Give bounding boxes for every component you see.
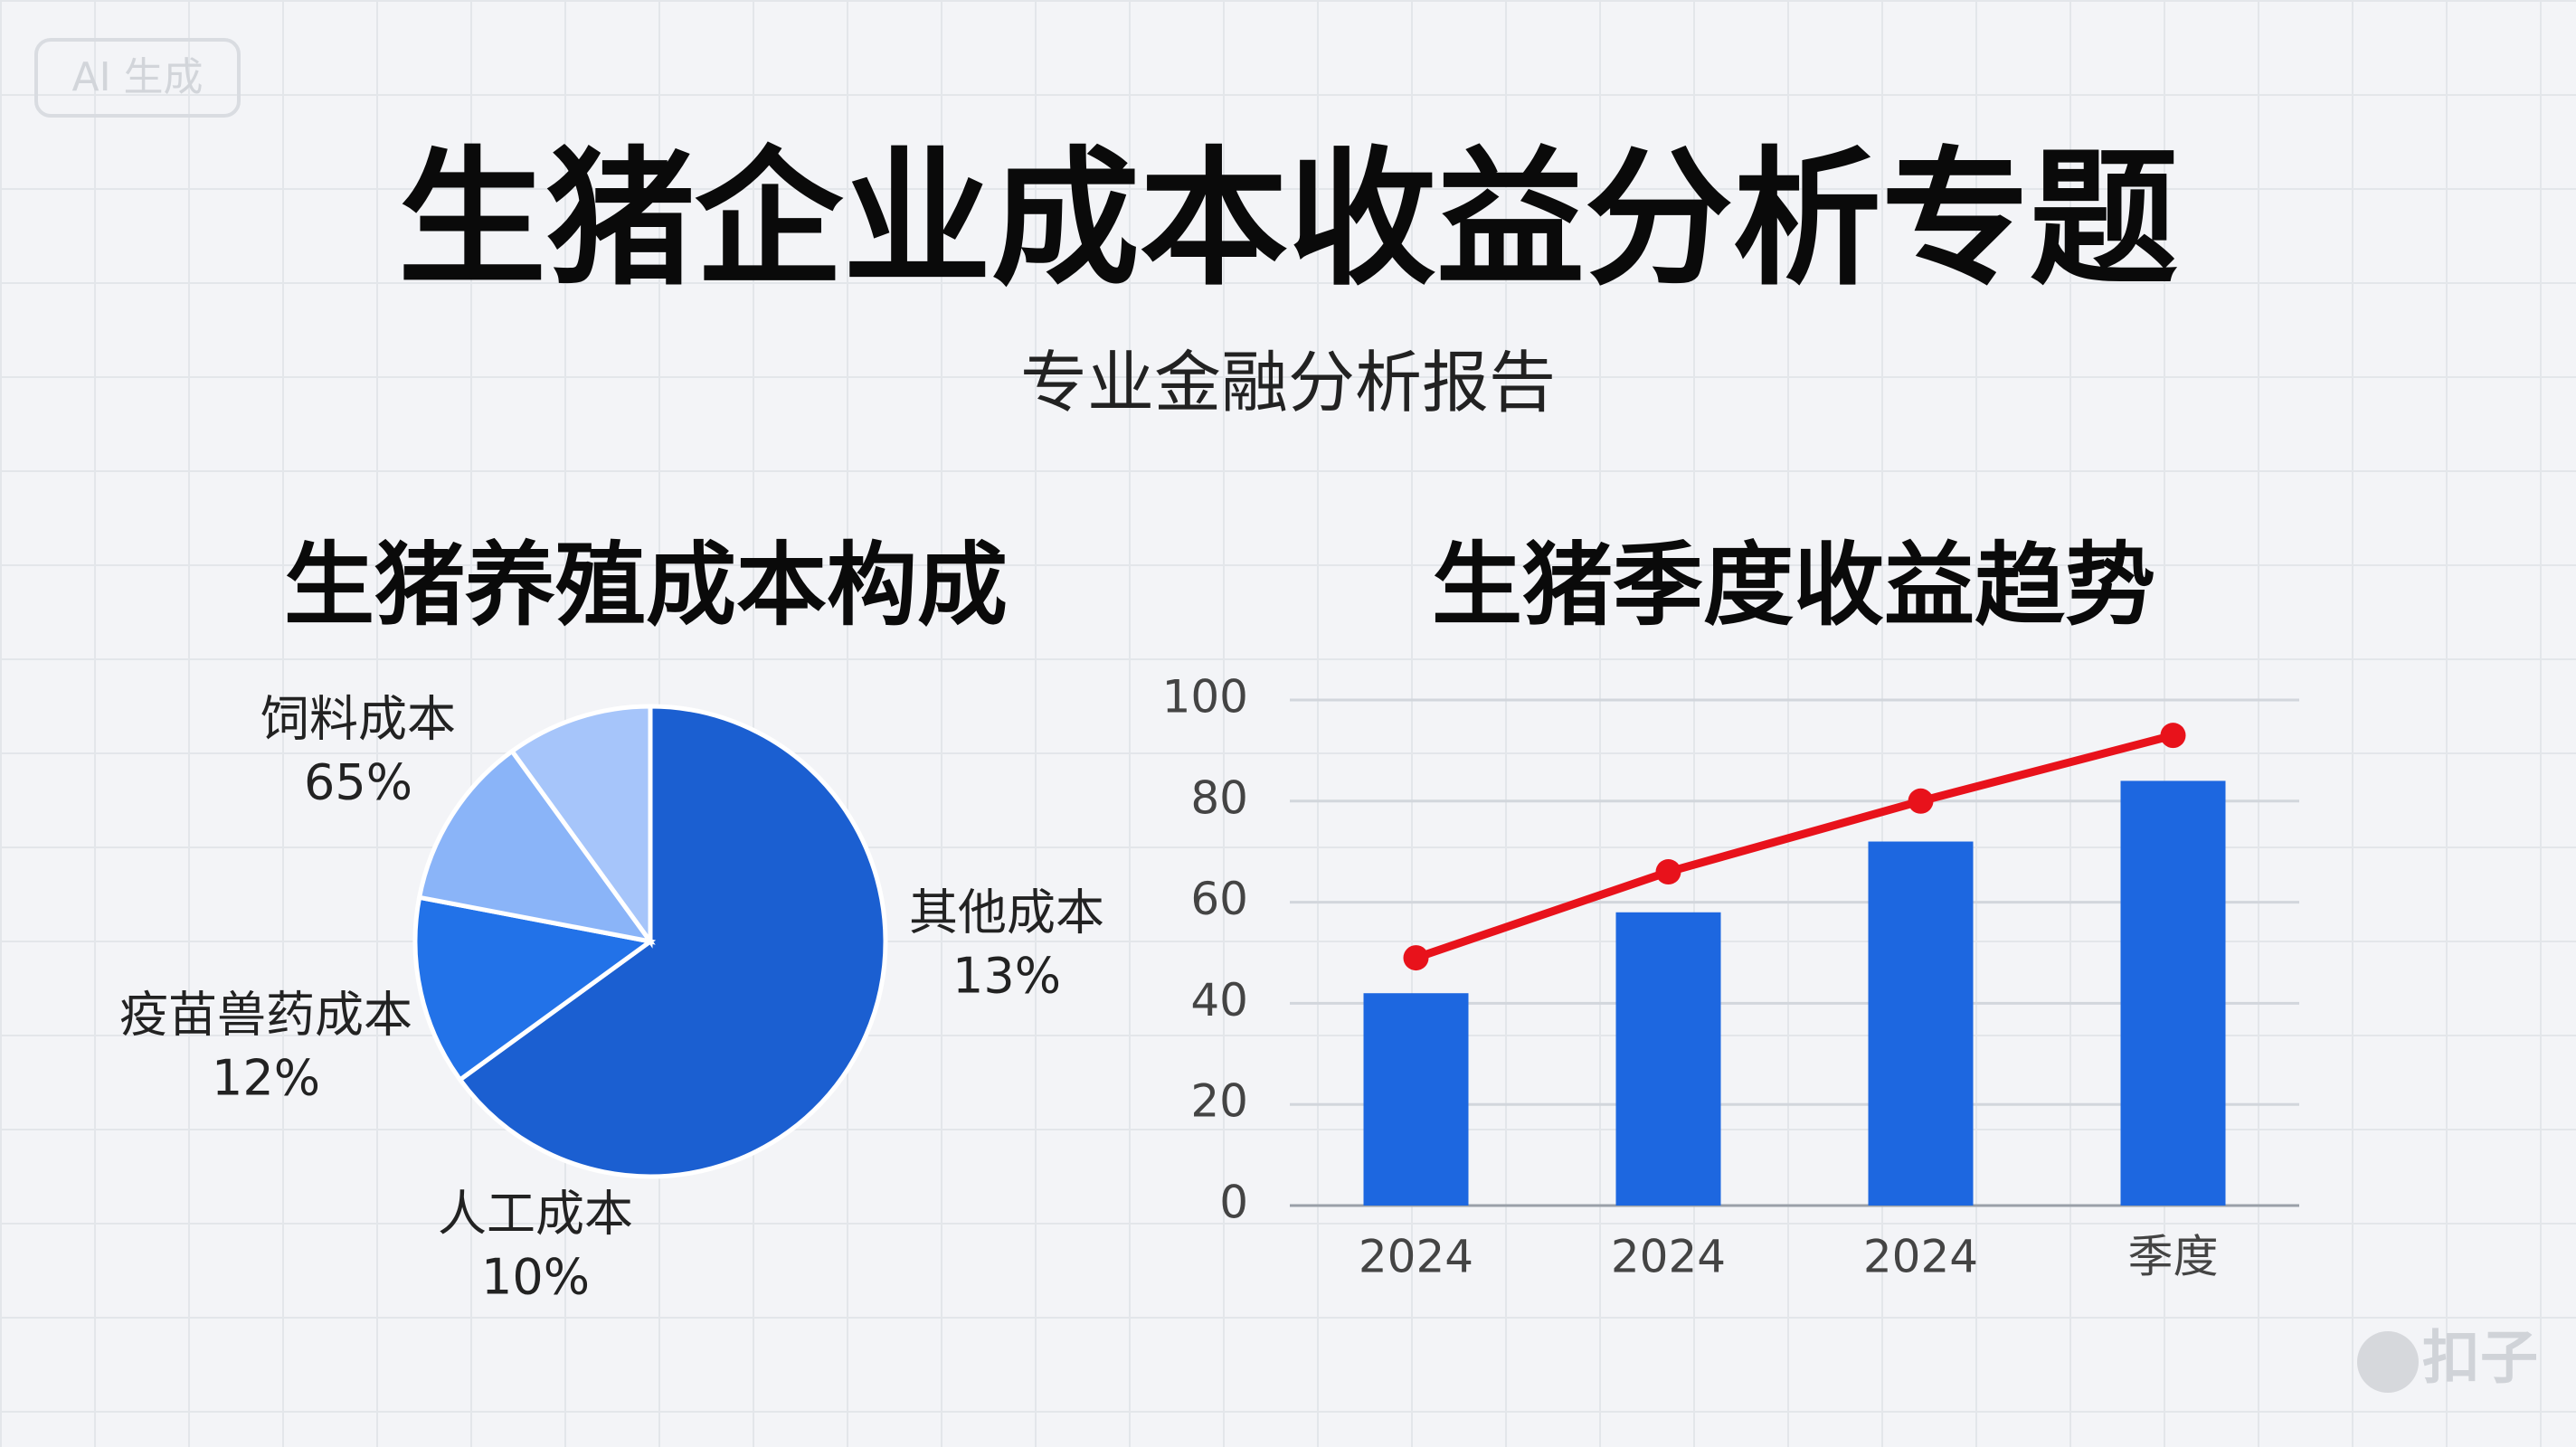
x-tick-label: 2024	[1359, 1231, 1473, 1283]
title: 生猪企业成本收益分析专题	[398, 133, 2178, 306]
pie-value-label: 12%	[212, 1050, 320, 1107]
badge: AI 生成	[71, 54, 203, 100]
subtitle: 专业金融分析报告	[1020, 345, 1556, 422]
bar	[1615, 912, 1721, 1206]
y-tick-label: 80	[1190, 771, 1248, 824]
pie-value-label: 65%	[304, 754, 412, 811]
pie-slice	[416, 748, 656, 945]
y-tick-label: 0	[1219, 1177, 1248, 1229]
pie-label: 饲料成本	[260, 691, 456, 748]
trend-point	[1403, 945, 1429, 971]
pie-value-label: 13%	[952, 948, 1061, 1005]
x-tick-label: 2024	[1611, 1231, 1726, 1283]
y-tick-label: 60	[1190, 873, 1248, 925]
x-tick-label: 2024	[1863, 1231, 1978, 1283]
pie-label: 其他成本	[909, 884, 1104, 941]
pie-slice	[457, 704, 888, 1179]
pie-slice	[412, 894, 657, 1083]
watermark: 扣子	[2422, 1326, 2538, 1393]
trend-point	[2160, 723, 2186, 749]
y-tick-label: 20	[1190, 1075, 1248, 1128]
pie-label: 人工成本	[438, 1186, 633, 1243]
trend-point	[1655, 859, 1681, 885]
chart-title: 生猪养殖成本构成	[284, 532, 1008, 638]
pie-value-label: 10%	[481, 1249, 590, 1306]
bar	[1868, 841, 1974, 1206]
x-tick-label: 季度	[2128, 1231, 2219, 1283]
bar	[2120, 780, 2226, 1206]
pie-label: 疫苗兽药成本	[119, 987, 412, 1044]
watermark-icon	[2357, 1331, 2419, 1393]
trend-point	[1908, 788, 1934, 814]
pie-slice	[508, 704, 653, 949]
badge-box	[34, 38, 241, 118]
y-tick-label: 40	[1190, 974, 1248, 1026]
chart-title: 生猪季度收益趋势	[1432, 532, 2155, 638]
bar	[1363, 993, 1469, 1206]
trend-line	[1415, 731, 2174, 962]
y-tick-label: 100	[1162, 671, 1248, 724]
